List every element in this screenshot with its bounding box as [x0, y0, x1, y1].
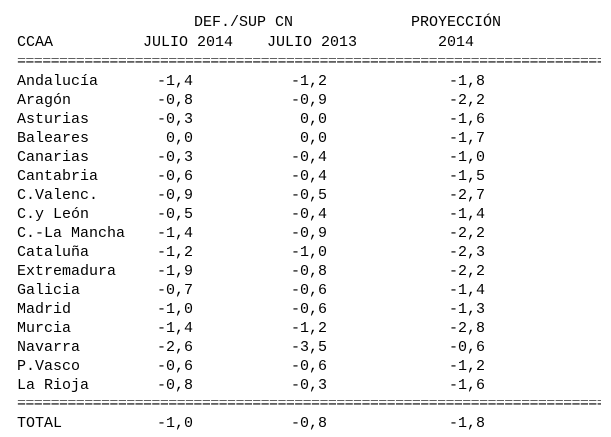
table-cell-proj2014: -2,3 [448, 244, 485, 261]
table-row-ccaa: Cataluña [17, 244, 90, 261]
table-row-ccaa: Murcia [17, 320, 72, 337]
table-cell-proj2014: -1,8 [448, 73, 485, 90]
table-cell-jul2013: -0,4 [290, 168, 327, 185]
table-cell-proj2014: -1,7 [448, 130, 485, 147]
separator-bottom: ========================================… [17, 400, 601, 408]
separator-top: ========================================… [17, 58, 601, 66]
table-cell-jul2014: -1,4 [156, 320, 193, 337]
total-jul2014: -1,0 [156, 415, 193, 432]
table-cell-jul2014: -0,5 [156, 206, 193, 223]
table-row-ccaa: Cantabria [17, 168, 99, 185]
table-cell-jul2013: -0,3 [290, 377, 327, 394]
header-col3-label: 2014 [438, 34, 475, 51]
table-cell-jul2014: -0,3 [156, 111, 193, 128]
table-cell-jul2014: -1,0 [156, 301, 193, 318]
table-cell-proj2014: -2,7 [448, 187, 485, 204]
table-row-ccaa: Andalucía [17, 73, 99, 90]
table-cell-jul2013: -0,4 [290, 149, 327, 166]
table-cell-proj2014: -1,5 [448, 168, 485, 185]
table-row-ccaa: C.-La Mancha [17, 225, 126, 242]
table-cell-proj2014: -2,2 [448, 263, 485, 280]
table-cell-jul2014: -0,6 [156, 168, 193, 185]
table-cell-jul2014: -0,9 [156, 187, 193, 204]
table-cell-jul2013: -1,2 [290, 320, 327, 337]
table-row-ccaa: Aragón [17, 92, 72, 109]
table-cell-jul2013: -0,6 [290, 282, 327, 299]
table-cell-jul2013: -0,6 [290, 301, 327, 318]
table-cell-jul2013: -0,9 [290, 225, 327, 242]
total-proj2014: -1,8 [448, 415, 485, 432]
table-cell-jul2013: -1,0 [290, 244, 327, 261]
table-cell-proj2014: -1,4 [448, 282, 485, 299]
table-row-ccaa: Baleares [17, 130, 90, 147]
header-ccaa-label: CCAA [17, 34, 54, 51]
table-cell-proj2014: -1,4 [448, 206, 485, 223]
table-cell-jul2013: -0,9 [290, 92, 327, 109]
table-row-ccaa: Navarra [17, 339, 81, 356]
total-jul2013: -0,8 [290, 415, 327, 432]
table-cell-jul2014: -1,4 [156, 73, 193, 90]
table-row-ccaa: Asturias [17, 111, 90, 128]
table-row-ccaa: La Rioja [17, 377, 90, 394]
table-row-ccaa: C.Valenc. [17, 187, 99, 204]
table-row-ccaa: C.y León [17, 206, 90, 223]
table-cell-proj2014: -2,2 [448, 225, 485, 242]
table-cell-jul2013: -3,5 [290, 339, 327, 356]
table-cell-proj2014: -1,0 [448, 149, 485, 166]
table-cell-jul2014: -0,8 [156, 377, 193, 394]
table-cell-jul2014: -1,2 [156, 244, 193, 261]
table-row-ccaa: Extremadura [17, 263, 117, 280]
table-cell-jul2014: -0,3 [156, 149, 193, 166]
table-cell-proj2014: -2,8 [448, 320, 485, 337]
table-cell-jul2013: -0,6 [290, 358, 327, 375]
header-group-label: DEF./SUP CN [194, 14, 294, 31]
total-label: TOTAL [17, 415, 63, 432]
table-cell-proj2014: -0,6 [448, 339, 485, 356]
table-cell-jul2014: -2,6 [156, 339, 193, 356]
table-cell-jul2014: -0,6 [156, 358, 193, 375]
table-cell-jul2013: -0,8 [290, 263, 327, 280]
table-row-ccaa: Canarias [17, 149, 90, 166]
table-cell-jul2014: -1,4 [156, 225, 193, 242]
table-row-ccaa: Galicia [17, 282, 81, 299]
table-cell-jul2013: 0,0 [299, 130, 327, 147]
table-row-ccaa: Madrid [17, 301, 72, 318]
table-cell-jul2014: 0,0 [165, 130, 193, 147]
table-cell-jul2013: 0,0 [299, 111, 327, 128]
table-cell-jul2013: -0,5 [290, 187, 327, 204]
header-projection-label: PROYECCIÓN [411, 14, 502, 31]
table-cell-proj2014: -1,2 [448, 358, 485, 375]
table-cell-jul2013: -0,4 [290, 206, 327, 223]
header-col1-label: JULIO 2014 [143, 34, 234, 51]
table-cell-proj2014: -1,6 [448, 111, 485, 128]
table-cell-jul2014: -0,8 [156, 92, 193, 109]
table-cell-proj2014: -1,6 [448, 377, 485, 394]
table-row-ccaa: P.Vasco [17, 358, 81, 375]
table-cell-jul2014: -0,7 [156, 282, 193, 299]
header-col2-label: JULIO 2013 [267, 34, 358, 51]
table-cell-proj2014: -2,2 [448, 92, 485, 109]
table-cell-jul2013: -1,2 [290, 73, 327, 90]
table-cell-proj2014: -1,3 [448, 301, 485, 318]
table-cell-jul2014: -1,9 [156, 263, 193, 280]
